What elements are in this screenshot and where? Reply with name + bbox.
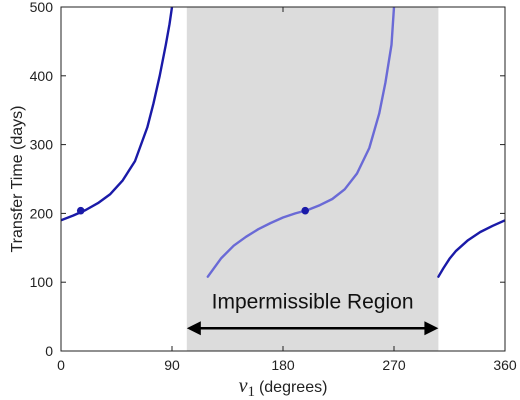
series-layer: [61, 7, 505, 278]
arrow-head-left: [186, 321, 201, 336]
x-axis-label-subscript: 1: [247, 384, 255, 400]
y-tick-label: 400: [30, 68, 54, 84]
series-line-left: [61, 7, 174, 222]
arrow-head-right: [424, 321, 439, 336]
x-tick-label: 270: [382, 357, 406, 373]
data-marker: [301, 206, 310, 215]
x-axis-label-units: (degrees): [259, 379, 327, 396]
y-axis-label: Transfer Time (days): [9, 106, 26, 253]
y-tick-label: 500: [30, 0, 54, 15]
x-tick-label: 180: [271, 357, 295, 373]
series-line-middle: [206, 7, 396, 278]
marker-layer: [76, 206, 310, 215]
x-axis-label-symbol: ν: [239, 375, 248, 397]
impermissible-region-label: Impermissible Region: [212, 290, 414, 313]
x-tick-label: 0: [57, 357, 65, 373]
impermissible-region-arrow: [186, 321, 439, 336]
plot-frame: [60, 6, 506, 352]
impermissible-region-shading: [186, 7, 439, 351]
y-tick-label: 200: [30, 205, 54, 221]
y-tick-label: 100: [30, 274, 54, 290]
series-line-right: [437, 219, 505, 278]
data-marker: [76, 206, 85, 215]
y-tick-label: 0: [45, 343, 53, 359]
axis-ticks: 0 90 180 270 360 0 100 200 300 400 500: [30, 0, 517, 373]
x-tick-label: 90: [164, 357, 180, 373]
x-axis-label: ν1 (degrees): [239, 375, 328, 400]
y-tick-label: 300: [30, 137, 54, 153]
x-tick-label: 360: [493, 357, 517, 373]
